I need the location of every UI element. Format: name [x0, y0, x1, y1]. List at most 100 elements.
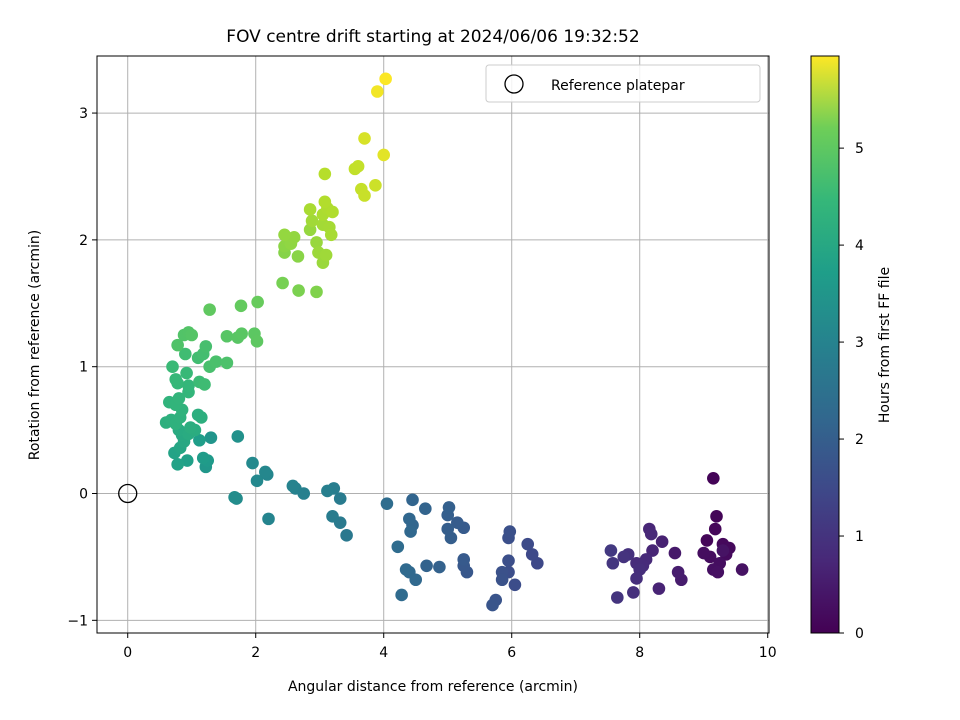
- chart-title: FOV centre drift starting at 2024/06/06 …: [226, 27, 639, 47]
- x-tick-label: 10: [759, 645, 777, 661]
- scatter-point: [655, 535, 669, 548]
- scatter-point: [319, 248, 333, 262]
- legend-open-circle-icon: [504, 74, 524, 94]
- x-tick-label: 0: [123, 645, 132, 661]
- colorbar-tick-label: 0: [855, 626, 864, 642]
- scatter-point: [169, 373, 183, 386]
- colorbar-tick-label: 3: [855, 335, 864, 351]
- x-tick-label: 8: [635, 645, 644, 661]
- x-tick-label: 6: [507, 645, 516, 661]
- scatter-point: [502, 554, 515, 568]
- scatter-point: [419, 502, 432, 516]
- scatter-point: [451, 516, 464, 529]
- scatter-point: [379, 72, 392, 86]
- legend-box: [485, 64, 761, 103]
- colorbar-tick-label: 1: [855, 529, 864, 545]
- scatter-point: [171, 458, 184, 471]
- scatter-point: [203, 303, 216, 316]
- scatter-point: [495, 573, 509, 587]
- scatter-point: [262, 512, 275, 526]
- scatter-point: [166, 360, 179, 373]
- scatter-point: [209, 355, 223, 368]
- scatter-point: [433, 560, 446, 574]
- colorbar-tick-label: 2: [855, 432, 864, 448]
- scatter-point: [380, 497, 394, 510]
- scatter-point: [291, 250, 305, 263]
- scatter-point: [406, 493, 419, 507]
- scatter-point: [369, 179, 382, 192]
- scatter-point: [333, 492, 347, 505]
- scatter-point: [710, 510, 723, 523]
- scatter-point: [441, 522, 455, 536]
- scatter-point: [199, 340, 213, 353]
- scatter-point: [668, 546, 682, 560]
- scatter-point: [716, 544, 730, 557]
- scatter-point: [259, 465, 272, 479]
- scatter-point: [251, 295, 264, 309]
- scatter-point: [697, 546, 711, 560]
- colorbar: [810, 55, 840, 634]
- y-axis-label: Rotation from reference (arcmin): [27, 230, 43, 460]
- scatter-point: [234, 299, 248, 313]
- scatter-point: [185, 328, 199, 342]
- scatter-point: [193, 433, 206, 447]
- scatter-point: [630, 572, 643, 585]
- scatter-point: [228, 491, 241, 504]
- scatter-point: [172, 392, 186, 405]
- scatter-point: [652, 582, 666, 595]
- scatter-point: [521, 537, 535, 551]
- colorbar-tick-label: 5: [855, 141, 864, 157]
- scatter-point: [707, 471, 720, 485]
- scatter-point: [310, 236, 323, 249]
- scatter-point: [525, 548, 539, 561]
- colorbar-ticks: 0 1 2 3 4 5: [839, 141, 864, 642]
- scatter-point: [180, 366, 193, 380]
- scatter-point: [287, 231, 301, 244]
- scatter-point: [220, 356, 234, 370]
- scatter-point: [377, 148, 391, 162]
- scatter-point: [180, 454, 194, 467]
- scatter-point: [326, 510, 339, 523]
- scatter-point: [486, 598, 499, 612]
- legend-entry-label: Reference platepar: [551, 78, 685, 94]
- scatter-point: [171, 338, 184, 352]
- scatter-point: [646, 544, 659, 557]
- scatter-point: [198, 378, 211, 391]
- scatter-point: [403, 512, 416, 526]
- scatter-point: [399, 563, 413, 576]
- scatter-point: [395, 588, 408, 602]
- scatter-point: [404, 525, 417, 538]
- scatter-point: [250, 335, 264, 348]
- scatter-point: [250, 474, 264, 488]
- scatter-point: [420, 559, 433, 573]
- scatter-point: [195, 411, 208, 424]
- scatter-point: [278, 228, 291, 242]
- colorbar-tick-label: 4: [855, 238, 864, 254]
- scatter-point: [276, 276, 289, 290]
- scatter-point: [611, 591, 624, 604]
- scatter-point: [391, 540, 405, 554]
- scatter-point: [371, 85, 384, 98]
- colorbar-label: Hours from first FF file: [877, 267, 893, 423]
- reference-platepar-marker: [118, 483, 138, 504]
- scatter-point: [442, 501, 456, 514]
- plot-frame: [96, 55, 770, 634]
- scatter-point: [318, 167, 332, 181]
- scatter-point: [351, 160, 365, 173]
- scatter-point: [604, 544, 618, 557]
- scatter-point: [321, 484, 334, 498]
- scatter-point: [286, 479, 300, 493]
- scatter-point: [708, 522, 722, 536]
- scatter-point: [318, 195, 332, 209]
- y-tick-label: 0: [79, 487, 88, 503]
- data-points: [159, 72, 749, 612]
- scatter-point: [292, 284, 305, 297]
- x-tick-label: 2: [251, 645, 260, 661]
- scatter-point: [204, 431, 218, 445]
- x-axis-ticks: 0 2 4 6 8 10: [123, 633, 777, 661]
- legend: Reference platepar: [485, 64, 761, 103]
- scatter-point: [340, 529, 353, 542]
- scatter-point: [324, 228, 338, 242]
- scatter-point: [235, 327, 248, 341]
